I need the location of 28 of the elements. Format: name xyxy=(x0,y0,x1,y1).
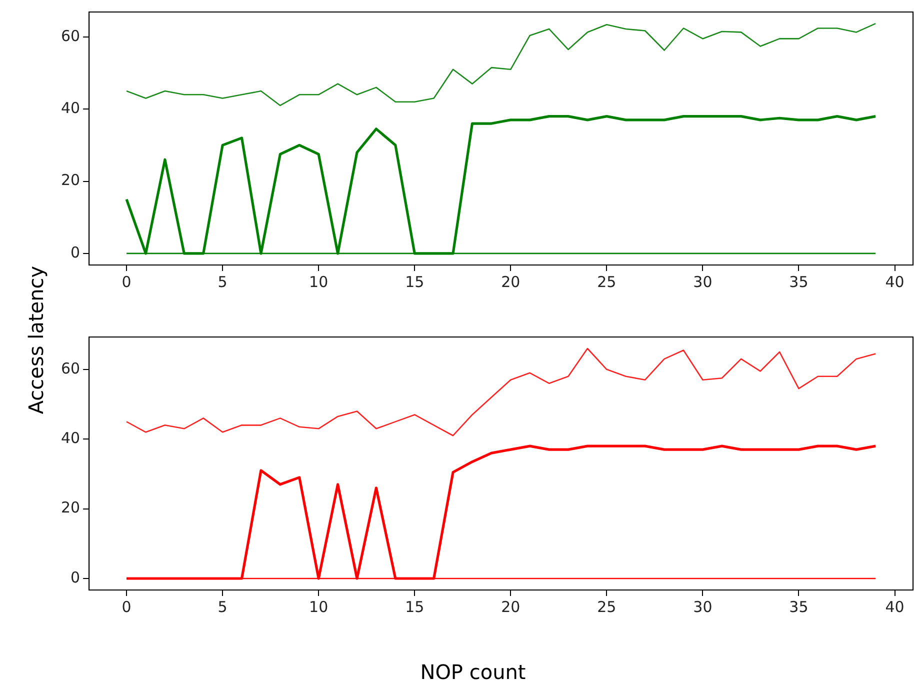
x-tick-label: 10 xyxy=(309,272,328,291)
x-tick-label: 5 xyxy=(218,272,228,291)
x-tick-label: 40 xyxy=(885,598,904,616)
x-tick-label: 10 xyxy=(309,598,328,616)
x-tick-label: 15 xyxy=(405,598,424,616)
y-tick-label: 20 xyxy=(60,498,80,517)
x-tick-label: 35 xyxy=(789,598,808,616)
y-tick-label: 0 xyxy=(70,568,80,586)
y-tick-label: 0 xyxy=(70,243,80,262)
x-tick-label: 0 xyxy=(122,598,132,616)
y-tick-label: 60 xyxy=(60,359,80,378)
x-tick-label: 35 xyxy=(789,272,808,291)
x-tick-label: 25 xyxy=(597,272,616,291)
y-tick-label: 20 xyxy=(60,171,80,190)
y-axis-title: Access latency xyxy=(24,266,48,414)
y-tick-label: 40 xyxy=(60,98,80,117)
x-tick-label: 20 xyxy=(501,272,520,291)
x-tick-label: 5 xyxy=(218,598,228,616)
x-axis-title: NOP count xyxy=(420,660,526,684)
x-tick-label: 25 xyxy=(597,598,616,616)
x-tick-label: 0 xyxy=(122,272,132,291)
x-tick-label: 40 xyxy=(885,272,904,291)
x-tick-label: 15 xyxy=(405,272,424,291)
y-tick-label: 60 xyxy=(60,26,80,45)
x-tick-label: 20 xyxy=(501,598,520,616)
x-tick-label: 30 xyxy=(693,598,712,616)
y-tick-label: 40 xyxy=(60,428,80,447)
x-tick-label: 30 xyxy=(693,272,712,291)
